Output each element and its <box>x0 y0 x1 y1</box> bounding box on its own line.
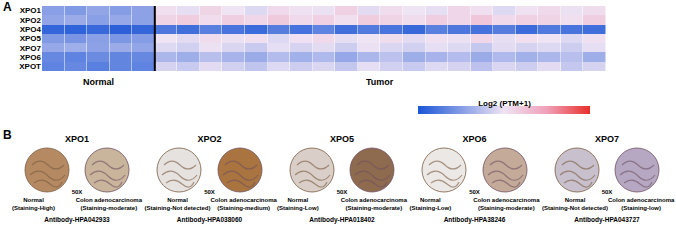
html-text:(Staining-moderate): (Staining-moderate) <box>478 204 535 211</box>
svg-text:Tumor: Tumor <box>366 77 394 87</box>
html-text:(Staining-Low): (Staining-Low) <box>277 204 319 211</box>
html-text:50X: 50X <box>469 189 480 195</box>
html-text:Antibody-HPA042933: Antibody-HPA042933 <box>44 216 110 223</box>
html-text:Normal: Normal <box>23 197 44 203</box>
html-text:Antibody-HPA38246: Antibody-HPA38246 <box>443 216 506 223</box>
svg-text:XPO7: XPO7 <box>20 44 42 53</box>
html-text:Antibody-HPA018402: Antibody-HPA018402 <box>309 216 375 223</box>
html-text:XPO1: XPO1 <box>65 134 89 144</box>
html-text:Normal: Normal <box>287 197 309 203</box>
svg-text:XPO5: XPO5 <box>20 34 42 43</box>
html-text:B: B <box>3 128 12 142</box>
svg-text:Normal: Normal <box>83 77 114 87</box>
html-text:Normal: Normal <box>420 197 441 203</box>
html-text:Antibody-HPA043727: Antibody-HPA043727 <box>574 216 640 223</box>
html-text:Normal: Normal <box>167 197 188 203</box>
html-text:Colon adenocarcinoma: Colon adenocarcinoma <box>473 197 540 203</box>
html-text:(Staining-low): (Staining-low) <box>621 204 661 211</box>
html-text:XPO7: XPO7 <box>595 134 619 144</box>
html-text:50X: 50X <box>204 189 215 195</box>
svg-text:Log2 (PTM+1): Log2 (PTM+1) <box>478 99 531 108</box>
html-text:Colon adenocarcinoma: Colon adenocarcinoma <box>340 197 407 203</box>
html-text:XPO2: XPO2 <box>197 134 222 144</box>
html-text:XPO5: XPO5 <box>330 134 354 144</box>
html-text:(Staining-Not detected): (Staining-Not detected) <box>542 204 608 211</box>
html-text:Colon adenocarcinoma: Colon adenocarcinoma <box>210 197 277 203</box>
html-text:(Staining-moderate): (Staining-moderate) <box>80 204 138 211</box>
html-text:50X: 50X <box>336 189 348 195</box>
svg-text:XPO6: XPO6 <box>20 53 42 62</box>
html-text:A: A <box>3 0 12 14</box>
html-text:(Staining-Not detected): (Staining-Not detected) <box>144 204 211 211</box>
html-text:(Staining-moderate): (Staining-moderate) <box>345 204 403 211</box>
svg-text:XPOT: XPOT <box>19 62 41 71</box>
html-text:50X: 50X <box>601 189 613 195</box>
html-text:(Staining-Low): (Staining-Low) <box>409 204 452 211</box>
html-text:50X: 50X <box>71 189 83 195</box>
svg-text:XPO4: XPO4 <box>20 25 42 34</box>
html-text:Colon adenocarcinoma: Colon adenocarcinoma <box>608 197 675 203</box>
html-text:(Staining-High): (Staining-High) <box>12 204 55 211</box>
html-text:Colon adenocarcinoma: Colon adenocarcinoma <box>75 197 142 203</box>
svg-text:XPO1: XPO1 <box>20 6 42 15</box>
html-text:Antibody-HPA038060: Antibody-HPA038060 <box>176 216 243 223</box>
html-text:XPO6: XPO6 <box>462 134 487 144</box>
svg-text:XPO2: XPO2 <box>20 16 42 25</box>
html-text:(Staining-medium): (Staining-medium) <box>217 204 270 211</box>
html-text:Normal: Normal <box>564 197 586 203</box>
